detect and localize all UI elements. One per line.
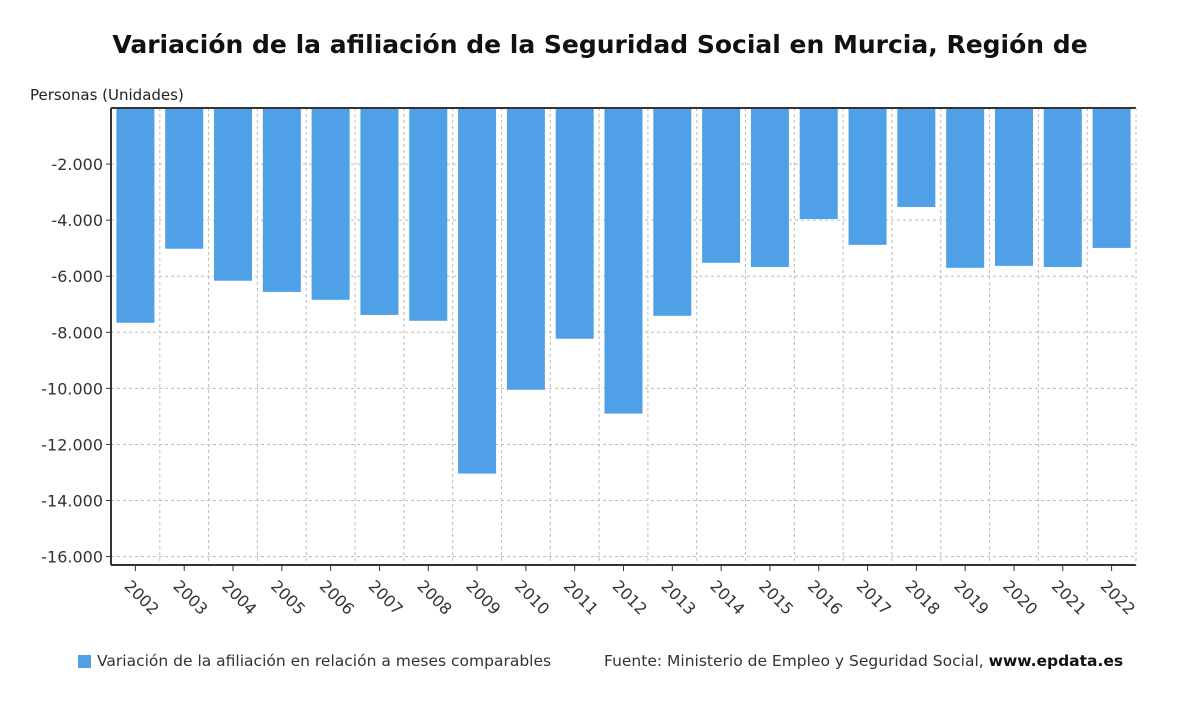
bar-2019 <box>946 108 985 268</box>
x-tick-label: 2004 <box>218 576 260 618</box>
bar-2020 <box>994 108 1033 266</box>
y-tick-label: -8.000 <box>51 323 103 342</box>
bar-2008 <box>409 108 448 321</box>
bar-2010 <box>506 108 545 390</box>
x-tick-label: 2013 <box>657 576 699 618</box>
bar-2002 <box>116 108 155 323</box>
bar-2011 <box>555 108 594 339</box>
x-tick-label: 2018 <box>902 576 944 618</box>
x-tick-label: 2017 <box>853 576 895 618</box>
bar-2013 <box>653 108 692 316</box>
y-tick-label: -12.000 <box>41 435 103 454</box>
x-tick-label: 2009 <box>462 576 504 618</box>
x-tick-label: 2005 <box>267 576 309 618</box>
y-tick-label: -4.000 <box>51 211 103 230</box>
source-note: Fuente: Ministerio de Empleo y Seguridad… <box>604 652 1123 670</box>
bar-2003 <box>165 108 204 249</box>
y-tick-label: -14.000 <box>41 492 103 511</box>
x-tick-label: 2010 <box>511 576 553 618</box>
source-text: Fuente: Ministerio de Empleo y Seguridad… <box>604 652 989 670</box>
y-axis-label: Personas (Unidades) <box>30 86 184 104</box>
x-tick-label: 2016 <box>804 576 846 618</box>
bar-2017 <box>848 108 887 245</box>
legend-label: Variación de la afiliación en relación a… <box>97 652 552 670</box>
x-tick-label: 2014 <box>706 576 748 618</box>
legend: Variación de la afiliación en relación a… <box>78 652 551 670</box>
x-tick-label: 2008 <box>413 576 455 618</box>
bar-2021 <box>1043 108 1082 267</box>
chart-title: Variación de la afiliación de la Segurid… <box>112 30 1088 59</box>
x-tick-label: 2020 <box>999 576 1041 618</box>
x-tick-label: 2012 <box>609 576 651 618</box>
y-tick-label: -2.000 <box>51 155 103 174</box>
bar-2022 <box>1092 108 1131 248</box>
bar-2014 <box>702 108 741 263</box>
x-tick-label: 2022 <box>1097 576 1139 618</box>
legend-swatch <box>78 654 91 668</box>
x-tick-label: 2011 <box>560 576 602 618</box>
bar-2009 <box>458 108 497 474</box>
bar-2005 <box>262 108 301 292</box>
bar-2012 <box>604 108 643 414</box>
x-tick-label: 2021 <box>1048 576 1090 618</box>
x-tick-label: 2006 <box>316 576 358 618</box>
bar-2015 <box>750 108 789 267</box>
y-tick-label: -6.000 <box>51 267 103 286</box>
source-site: www.epdata.es <box>988 652 1124 670</box>
bar-2004 <box>214 108 253 281</box>
y-tick-label: -16.000 <box>41 548 103 567</box>
y-tick-label: -10.000 <box>41 379 103 398</box>
x-tick-label: 2003 <box>169 576 211 618</box>
bar-2016 <box>799 108 838 220</box>
bar-2006 <box>311 108 350 300</box>
x-tick-label: 2019 <box>950 576 992 618</box>
x-tick-label: 2007 <box>365 576 407 618</box>
x-tick-label: 2002 <box>121 576 163 618</box>
bar-2018 <box>897 108 936 207</box>
x-tick-label: 2015 <box>755 576 797 618</box>
bar-2007 <box>360 108 399 315</box>
